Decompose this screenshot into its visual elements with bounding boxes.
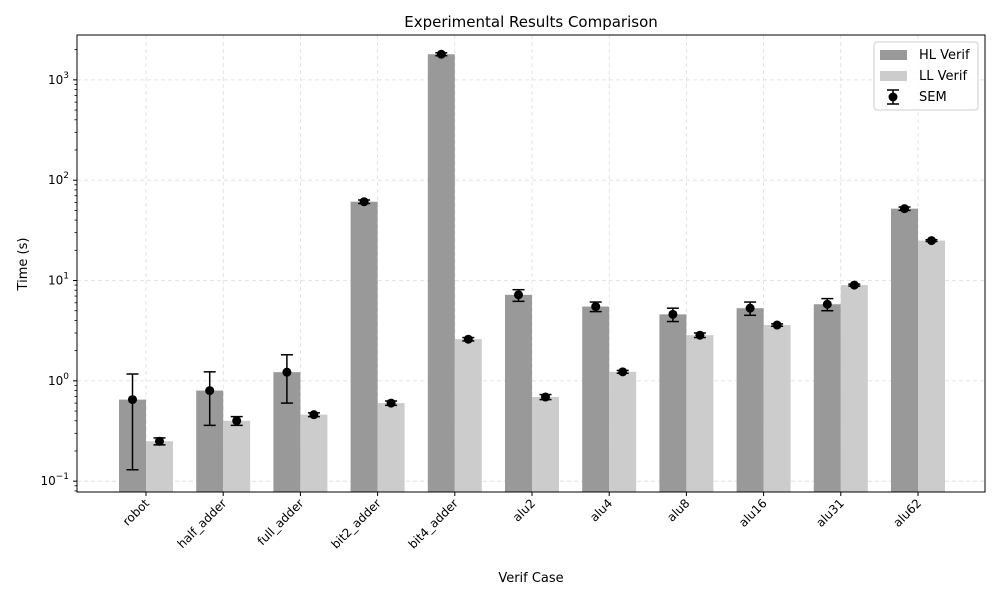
mean-point bbox=[514, 290, 523, 300]
bar-ll-verif bbox=[223, 420, 251, 492]
mean-point bbox=[900, 204, 909, 214]
mean-point bbox=[772, 320, 782, 330]
bar-ll-verif bbox=[763, 325, 791, 492]
legend: HL Verif LL Verif SEM bbox=[873, 41, 979, 111]
mean-point bbox=[745, 303, 755, 313]
y-tick-label-base: 10 bbox=[48, 374, 63, 388]
bar-hl-verif bbox=[659, 314, 687, 492]
x-axis-label: Verif Case bbox=[498, 571, 563, 586]
legend-swatch bbox=[880, 50, 907, 60]
y-tick-label-base: 10 bbox=[48, 274, 63, 288]
bar-hl-verif bbox=[350, 201, 378, 492]
mean-point bbox=[436, 49, 446, 59]
mean-point bbox=[541, 392, 550, 402]
y-tick-label-exponent: 3 bbox=[63, 71, 69, 81]
bar-hl-verif bbox=[891, 208, 918, 492]
bar-ll-verif bbox=[918, 240, 945, 492]
y-tick-label: 102 bbox=[48, 171, 69, 187]
mean-point bbox=[822, 299, 832, 309]
bar-ll-verif bbox=[377, 403, 405, 492]
y-tick-label-base: 10 bbox=[48, 173, 63, 187]
bar-ll-verif bbox=[840, 285, 868, 492]
y-tick-label-base: 10 bbox=[40, 474, 55, 488]
bar-ll-verif bbox=[146, 441, 173, 492]
bar-hl-verif bbox=[736, 308, 764, 492]
bar-hl-verif bbox=[427, 54, 455, 493]
mean-point bbox=[695, 330, 705, 340]
bar-ll-verif bbox=[454, 339, 482, 492]
legend-label: HL Verif bbox=[919, 48, 970, 63]
y-tick-label: 103 bbox=[48, 71, 69, 87]
bar-ll-verif bbox=[532, 397, 559, 492]
mean-point bbox=[205, 386, 215, 396]
mean-point bbox=[386, 398, 396, 408]
bar-hl-verif bbox=[582, 306, 610, 492]
mean-point bbox=[282, 367, 292, 377]
y-axis-label: Time (s) bbox=[16, 238, 31, 292]
mean-point bbox=[463, 334, 473, 344]
legend-marker bbox=[888, 92, 898, 102]
mean-point bbox=[927, 236, 936, 246]
y-tick-label: 101 bbox=[48, 272, 69, 288]
y-tick-label: 10−1 bbox=[40, 472, 69, 488]
mean-point bbox=[849, 280, 859, 290]
bar-hl-verif bbox=[813, 304, 841, 492]
bar-ll-verif bbox=[609, 371, 637, 492]
y-tick-label-exponent: 1 bbox=[63, 272, 69, 282]
legend-label: SEM bbox=[919, 90, 947, 105]
bar-ll-verif bbox=[686, 335, 714, 492]
mean-point bbox=[618, 367, 628, 377]
y-tick-label-exponent: −1 bbox=[56, 472, 69, 482]
y-tick-label-exponent: 0 bbox=[63, 372, 69, 382]
y-tick-label-exponent: 2 bbox=[63, 171, 69, 181]
mean-point bbox=[155, 436, 164, 446]
mean-point bbox=[359, 197, 369, 207]
plot-frame bbox=[76, 34, 986, 493]
mean-point bbox=[668, 309, 678, 319]
chart-title: Experimental Results Comparison bbox=[404, 13, 658, 31]
legend-label: LL Verif bbox=[919, 69, 967, 84]
mean-point bbox=[309, 410, 319, 420]
legend-swatch bbox=[880, 71, 907, 81]
error-bars bbox=[126, 49, 938, 471]
y-tick-label-base: 10 bbox=[48, 73, 63, 87]
mean-point bbox=[128, 395, 137, 405]
bar-ll-verif bbox=[300, 414, 328, 492]
bar-hl-verif bbox=[505, 294, 532, 492]
mean-point bbox=[591, 302, 601, 312]
mean-point bbox=[232, 416, 242, 426]
y-tick-label: 100 bbox=[48, 372, 69, 388]
